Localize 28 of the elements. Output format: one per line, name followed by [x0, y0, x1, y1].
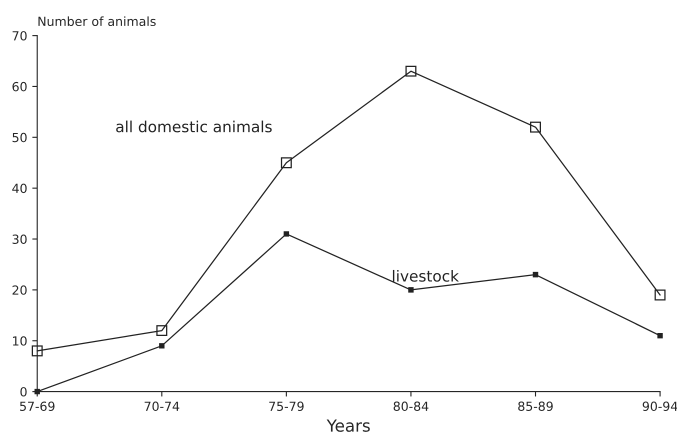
point	[284, 231, 290, 237]
x-tick-label: 57-69	[20, 402, 55, 411]
point	[408, 287, 414, 293]
point	[530, 122, 541, 133]
point	[280, 157, 292, 168]
point	[532, 272, 538, 278]
y-tick-label: 70	[12, 31, 27, 41]
series-label: all domestic animals	[116, 120, 272, 132]
y-tick-label: 10	[12, 336, 27, 346]
x-tick-label: 70-74	[144, 402, 180, 411]
y-tick-label: 60	[12, 82, 27, 92]
y-tick-label: 0	[20, 387, 27, 397]
point	[405, 66, 416, 77]
series-label: livestock	[392, 270, 459, 282]
point	[657, 332, 663, 338]
x-axis-title: Years	[326, 419, 370, 432]
x-tick-label: 75-79	[269, 402, 304, 411]
x-tick-label: 80-84	[394, 402, 428, 411]
point	[654, 289, 666, 300]
y-tick-label: 40	[12, 184, 27, 194]
y-tick-label: 50	[12, 132, 27, 142]
point	[156, 325, 168, 336]
point	[159, 343, 165, 349]
y-tick-label: 20	[12, 285, 27, 295]
y-tick-label: 30	[12, 234, 27, 244]
point	[32, 345, 43, 356]
x-tick-label: 85-89	[518, 402, 553, 411]
y-axis-title: Number of animals	[38, 16, 156, 26]
